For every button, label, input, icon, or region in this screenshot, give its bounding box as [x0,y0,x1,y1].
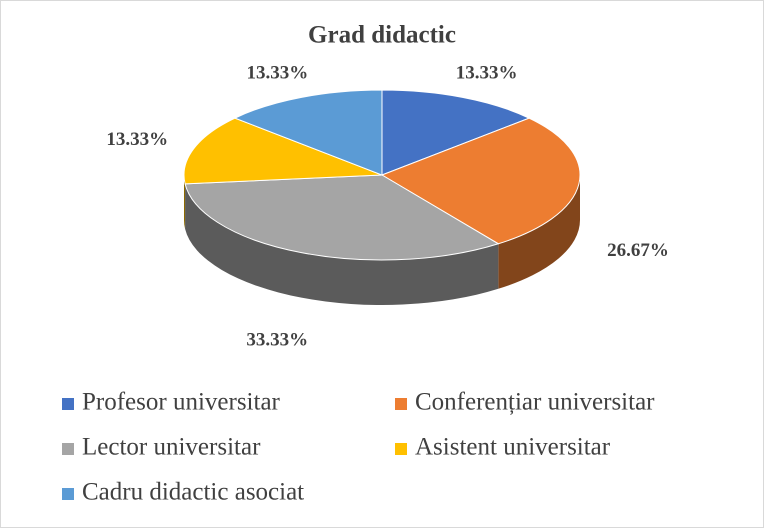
slice [381,89,531,176]
chart-title: Grad didactic [308,22,456,49]
legend-label: Profesor universitar [82,389,281,416]
legend-label: Cadru didactic asociat [82,479,304,506]
slice-side [185,183,499,305]
slice [233,89,383,176]
slice-side [498,175,580,289]
slice [184,174,500,261]
legend-label: Asistent universitar [415,434,611,461]
slice-side [184,175,186,229]
legend-label: Lector universitar [82,434,261,461]
legend-swatch [62,443,74,455]
data-label: 13.33% [246,62,308,83]
data-label: 13.33% [106,129,168,150]
data-label: 13.33% [456,62,518,83]
legend-swatch [62,488,74,500]
slice [183,117,383,185]
data-label: 33.33% [246,329,308,350]
data-label: 26.67% [607,240,669,261]
legend-swatch [395,398,407,410]
legend-swatch [395,443,407,455]
legend-label: Conferențiar universitar [415,389,655,416]
legend-swatch [62,398,74,410]
slice [380,117,581,245]
